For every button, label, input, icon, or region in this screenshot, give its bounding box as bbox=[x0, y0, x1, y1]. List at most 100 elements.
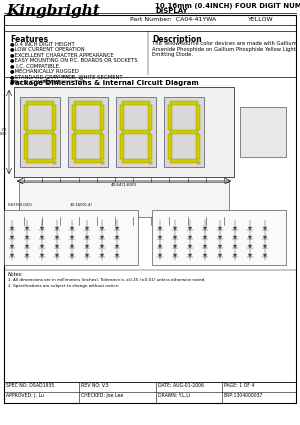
Text: APPROVED: J. Lu: APPROVED: J. Lu bbox=[6, 393, 44, 398]
Text: Emitting Diode.: Emitting Diode. bbox=[152, 52, 193, 57]
Polygon shape bbox=[100, 245, 104, 248]
Bar bbox=[74, 130, 102, 134]
Polygon shape bbox=[115, 254, 119, 257]
Polygon shape bbox=[85, 236, 89, 239]
Polygon shape bbox=[263, 227, 267, 230]
Polygon shape bbox=[173, 227, 177, 230]
Polygon shape bbox=[40, 245, 44, 248]
Polygon shape bbox=[158, 236, 162, 239]
Bar bbox=[68, 97, 108, 167]
Bar bbox=[74, 101, 102, 105]
Text: Kingbright: Kingbright bbox=[6, 4, 100, 18]
Text: PAGE: 1 OF 4: PAGE: 1 OF 4 bbox=[224, 383, 254, 388]
Polygon shape bbox=[100, 236, 104, 239]
Polygon shape bbox=[248, 236, 252, 239]
Bar bbox=[196, 105, 200, 130]
Bar bbox=[26, 159, 54, 163]
Text: YELLOW: YELLOW bbox=[248, 17, 274, 22]
Bar bbox=[116, 97, 156, 167]
Polygon shape bbox=[263, 254, 267, 257]
Bar bbox=[152, 210, 286, 265]
Bar bbox=[197, 161, 200, 164]
Text: ●RoHS COMPLIANT: ●RoHS COMPLIANT bbox=[10, 79, 60, 85]
Bar bbox=[26, 130, 54, 134]
Polygon shape bbox=[100, 254, 104, 257]
Polygon shape bbox=[100, 227, 104, 230]
Text: 2. Specifications are subject to change without notice.: 2. Specifications are subject to change … bbox=[8, 284, 119, 288]
Text: REV NO: V.5: REV NO: V.5 bbox=[81, 383, 109, 388]
Polygon shape bbox=[25, 245, 29, 248]
Text: SPEC NO: DSAD1935: SPEC NO: DSAD1935 bbox=[6, 383, 54, 388]
Text: Part Number:  CA04-41YWA: Part Number: CA04-41YWA bbox=[130, 17, 216, 22]
Text: ●EXCELLENT CHARACTER APPEARANCE: ●EXCELLENT CHARACTER APPEARANCE bbox=[10, 52, 114, 57]
Bar bbox=[196, 134, 200, 159]
Polygon shape bbox=[10, 254, 14, 257]
Polygon shape bbox=[188, 245, 192, 248]
Bar bbox=[122, 159, 150, 163]
Polygon shape bbox=[233, 245, 237, 248]
Bar bbox=[164, 97, 204, 167]
Polygon shape bbox=[115, 236, 119, 239]
Bar bbox=[14, 87, 234, 177]
Bar bbox=[148, 134, 152, 159]
Polygon shape bbox=[85, 245, 89, 248]
Text: Package Dimensions & Internal Circuit Diagram: Package Dimensions & Internal Circuit Di… bbox=[10, 80, 199, 86]
Bar bbox=[74, 159, 102, 163]
Polygon shape bbox=[203, 227, 207, 230]
Polygon shape bbox=[55, 227, 59, 230]
Polygon shape bbox=[218, 227, 222, 230]
Bar bbox=[170, 130, 198, 134]
Polygon shape bbox=[158, 245, 162, 248]
Polygon shape bbox=[218, 236, 222, 239]
Bar bbox=[148, 105, 152, 130]
Polygon shape bbox=[173, 245, 177, 248]
Polygon shape bbox=[70, 227, 74, 230]
Polygon shape bbox=[115, 245, 119, 248]
Text: 0.635(0.025): 0.635(0.025) bbox=[8, 203, 33, 207]
Bar bbox=[20, 97, 60, 167]
Bar bbox=[4, 210, 138, 265]
Bar bbox=[101, 161, 104, 164]
Polygon shape bbox=[233, 236, 237, 239]
Polygon shape bbox=[55, 245, 59, 248]
Polygon shape bbox=[55, 236, 59, 239]
Bar bbox=[72, 105, 76, 130]
Text: 40.64(1.600): 40.64(1.600) bbox=[111, 183, 137, 187]
Polygon shape bbox=[173, 236, 177, 239]
Polygon shape bbox=[248, 254, 252, 257]
Polygon shape bbox=[188, 236, 192, 239]
Text: 10.160(0.4): 10.160(0.4) bbox=[70, 203, 93, 207]
Bar bbox=[24, 105, 28, 130]
Polygon shape bbox=[25, 254, 29, 257]
Text: Arsenide Phosphide on Gallium Phosphide Yellow Light: Arsenide Phosphide on Gallium Phosphide … bbox=[152, 46, 296, 51]
Polygon shape bbox=[218, 245, 222, 248]
Polygon shape bbox=[233, 227, 237, 230]
Bar bbox=[168, 105, 172, 130]
Bar bbox=[72, 134, 76, 159]
Text: The Yellow source color devices are made with Gallium: The Yellow source color devices are made… bbox=[152, 41, 297, 46]
Text: ●MECHANICALLY RUGGED: ●MECHANICALLY RUGGED bbox=[10, 68, 79, 74]
Polygon shape bbox=[203, 254, 207, 257]
Bar bbox=[170, 159, 198, 163]
Text: CHECKED: Joe Lee: CHECKED: Joe Lee bbox=[81, 393, 123, 398]
Bar bbox=[26, 101, 54, 105]
Bar bbox=[120, 134, 124, 159]
Polygon shape bbox=[263, 236, 267, 239]
Polygon shape bbox=[188, 227, 192, 230]
Polygon shape bbox=[263, 245, 267, 248]
Bar bbox=[168, 134, 172, 159]
Polygon shape bbox=[203, 245, 207, 248]
Polygon shape bbox=[188, 254, 192, 257]
Bar bbox=[100, 105, 104, 130]
Polygon shape bbox=[40, 227, 44, 230]
Polygon shape bbox=[10, 245, 14, 248]
Text: 12.70
(0.500): 12.70 (0.500) bbox=[0, 128, 7, 136]
Bar bbox=[52, 134, 56, 159]
Text: ●STANDARD GRAY  FACE, WHITE SEGMENT: ●STANDARD GRAY FACE, WHITE SEGMENT bbox=[10, 74, 123, 79]
Text: DATE: AUG-01-2006: DATE: AUG-01-2006 bbox=[158, 383, 204, 388]
Polygon shape bbox=[70, 236, 74, 239]
Polygon shape bbox=[203, 236, 207, 239]
Text: ● I.C. COMPATIBLE.: ● I.C. COMPATIBLE. bbox=[10, 63, 61, 68]
Polygon shape bbox=[158, 227, 162, 230]
Text: ●0.4 INCH DIGIT HEIGHT: ●0.4 INCH DIGIT HEIGHT bbox=[10, 41, 75, 46]
